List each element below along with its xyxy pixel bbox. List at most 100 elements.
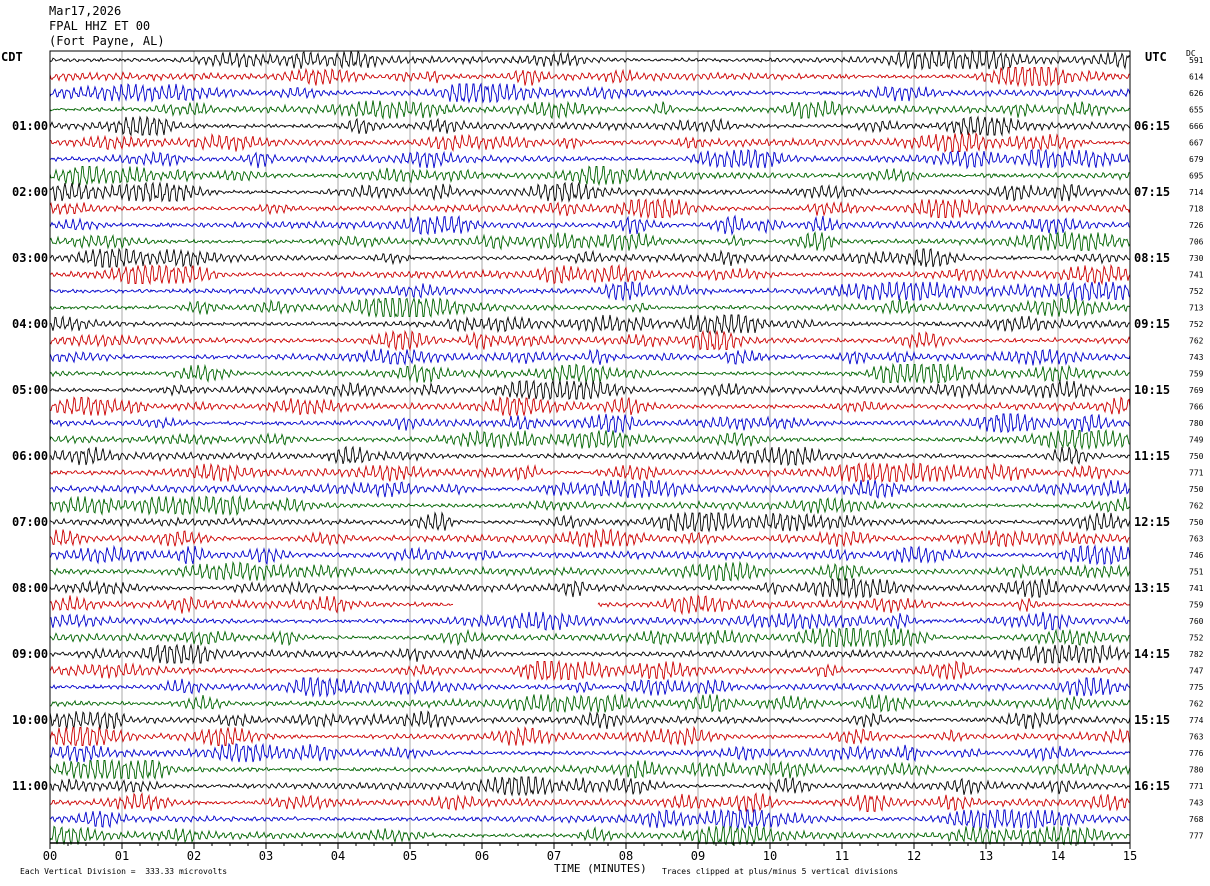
trace-row-26: [49, 461, 1131, 483]
trace-row-7: [49, 148, 1131, 170]
right-hour-label: 09:15: [1134, 317, 1170, 331]
dc-offset-label: 750: [1189, 518, 1204, 527]
dc-offset-label: 774: [1189, 716, 1204, 725]
trace-row-31: [49, 544, 1131, 566]
trace-row-5: [49, 115, 1131, 137]
x-tick-label: 12: [907, 849, 921, 863]
trace-row-8: [49, 165, 1131, 187]
right-hour-label: 06:15: [1134, 119, 1170, 133]
x-tick-label: 08: [619, 849, 633, 863]
x-tick-label: 06: [475, 849, 489, 863]
trace-row-42: [49, 725, 1131, 747]
right-hour-label: 13:15: [1134, 581, 1170, 595]
left-timezone: CDT: [1, 50, 23, 64]
dc-offset-label: 752: [1189, 287, 1204, 296]
dc-offset-label: 768: [1189, 815, 1204, 824]
clip-note: Traces clipped at plus/minus 5 vertical …: [662, 867, 899, 876]
trace-row-1: [49, 49, 1131, 71]
trace-row-30: [49, 527, 1131, 548]
right-hour-label: 15:15: [1134, 713, 1170, 727]
dc-offset-label: 741: [1189, 271, 1204, 280]
dc-offset-label: 762: [1189, 502, 1204, 511]
trace-row-21: [50, 379, 1131, 401]
x-axis-label: TIME (MINUTES): [554, 862, 647, 875]
dc-offset-label: 730: [1189, 254, 1204, 263]
left-hour-label: 09:00: [12, 647, 48, 661]
trace-row-12: [49, 230, 1131, 252]
x-tick-label: 10: [763, 849, 777, 863]
x-tick-label: 01: [115, 849, 129, 863]
dc-offset-label: 782: [1189, 650, 1204, 659]
trace-row-36: [49, 626, 1131, 649]
dc-offset-label: 771: [1189, 469, 1204, 478]
dc-offset-label: 751: [1189, 568, 1204, 577]
dc-offset-label: 726: [1189, 221, 1204, 230]
dc-offset-label: 743: [1189, 799, 1204, 808]
x-tick-label: 09: [691, 849, 705, 863]
trace-row-3: [49, 82, 1131, 104]
dc-offset-label: 655: [1189, 106, 1204, 115]
left-hour-label: 06:00: [12, 449, 48, 463]
right-hour-label: 10:15: [1134, 383, 1170, 397]
dc-offset-label: 759: [1189, 370, 1204, 379]
dc-offset-label: 771: [1189, 782, 1204, 791]
dc-offset-label: 666: [1189, 122, 1204, 131]
left-hour-label: 03:00: [12, 251, 48, 265]
trace-row-45: [49, 776, 1131, 797]
left-hour-label: 01:00: [12, 119, 48, 133]
trace-row-10: [49, 198, 1131, 220]
dc-offset-label: 763: [1189, 535, 1204, 544]
trace-row-35: [49, 611, 1131, 631]
trace-row-4: [49, 100, 1131, 120]
trace-row-19: [49, 348, 1131, 366]
right-timezone: UTC: [1145, 50, 1167, 64]
trace-row-20: [49, 362, 1131, 385]
trace-row-22: [50, 396, 1131, 417]
x-tick-label: 04: [331, 849, 345, 863]
right-hour-label: 16:15: [1134, 779, 1170, 793]
trace-row-17: [49, 314, 1131, 335]
trace-row-14: [49, 263, 1131, 286]
dc-offset-label: 763: [1189, 733, 1204, 742]
dc-column-label: DC: [1186, 49, 1196, 58]
trace-row-11: [49, 214, 1131, 236]
trace-row-41: [49, 710, 1131, 730]
dc-offset-label: 667: [1189, 139, 1204, 148]
right-hour-label: 14:15: [1134, 647, 1170, 661]
trace-row-9: [49, 181, 1131, 203]
trace-row-46: [49, 792, 1131, 814]
left-hour-label: 08:00: [12, 581, 48, 595]
trace-row-24: [49, 428, 1131, 451]
trace-row-2: [49, 67, 1130, 88]
dc-offset-label: 777: [1189, 832, 1204, 841]
right-hour-label: 11:15: [1134, 449, 1170, 463]
header-location: (Fort Payne, AL): [49, 34, 165, 48]
dc-offset-label: 776: [1189, 749, 1204, 758]
trace-row-23: [49, 412, 1131, 434]
trace-row-27: [49, 479, 1131, 499]
dc-offset-label: 713: [1189, 304, 1204, 313]
dc-offset-label: 750: [1189, 452, 1204, 461]
trace-row-6: [49, 132, 1131, 153]
scale-note: Each Vertical Division = 333.33 microvol…: [20, 867, 228, 876]
trace-row-43: [49, 742, 1131, 763]
dc-offset-label: 706: [1189, 238, 1204, 247]
right-hour-label: 12:15: [1134, 515, 1170, 529]
trace-row-44: [49, 758, 1131, 781]
dc-offset-label: 780: [1189, 766, 1204, 775]
trace-row-25: [49, 445, 1131, 467]
left-hour-label: 11:00: [12, 779, 48, 793]
dc-offset-label: 714: [1189, 188, 1204, 197]
left-hour-label: 05:00: [12, 383, 48, 397]
dc-offset-label: 752: [1189, 320, 1204, 329]
trace-row-39: [49, 676, 1131, 698]
dc-offset-label: 626: [1189, 89, 1204, 98]
header-station: FPAL HHZ ET 00: [49, 19, 151, 33]
dc-offset-label: 743: [1189, 353, 1204, 362]
trace-row-40: [49, 693, 1131, 713]
dc-offset-label: 746: [1189, 551, 1204, 560]
header-date: Mar17,2026: [49, 4, 122, 18]
x-tick-label: 00: [43, 849, 57, 863]
dc-offset-label: 747: [1189, 667, 1204, 676]
dc-offset-label: 780: [1189, 419, 1204, 428]
